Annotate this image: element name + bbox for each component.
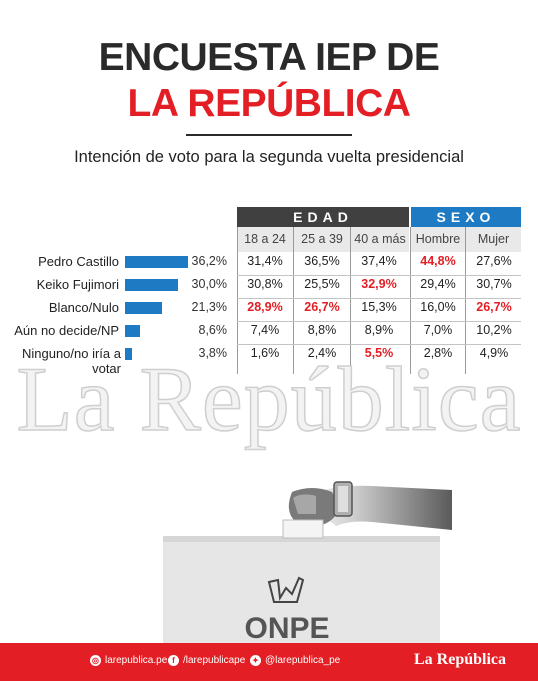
col-header-25-39: 25 a 39	[294, 227, 350, 252]
table-cell: 27,6%	[476, 254, 512, 268]
grid-line	[237, 227, 238, 374]
table-cell: 4,9%	[479, 346, 509, 360]
candidate-label: Aún no decide/NP	[14, 323, 119, 338]
table-cell: 10,2%	[476, 323, 512, 337]
candidate-label: Keiko Fujimori	[36, 277, 119, 292]
footer-bar: ◎ larepublica.pe f /larepublicape ✦ @lar…	[0, 643, 538, 681]
table-cell: 30,8%	[247, 277, 283, 291]
candidate-label: Pedro Castillo	[38, 254, 119, 269]
grid-line	[465, 227, 466, 374]
value-label: 36,2%	[191, 254, 227, 268]
table-cell: 32,9%	[361, 277, 397, 291]
footer-web[interactable]: ◎ larepublica.pe	[90, 655, 167, 666]
bar	[125, 279, 178, 291]
table-cell: 1,6%	[250, 346, 280, 360]
footer-twitter-label: @larepublica_pe	[265, 655, 341, 666]
twitter-icon: ✦	[250, 655, 261, 666]
table-cell: 25,5%	[304, 277, 340, 291]
ballot-box-illustration: ONPE	[163, 481, 452, 645]
table-cell: 30,7%	[476, 277, 512, 291]
onpe-label: ONPE	[244, 612, 329, 645]
title-line1: ENCUESTA IEP DE	[98, 36, 440, 79]
footer-facebook[interactable]: f /larepublicape	[168, 655, 245, 666]
row-separator	[237, 321, 521, 322]
title-divider	[186, 134, 352, 136]
candidate-label: Ninguno/no iría a votar	[21, 346, 121, 376]
table-cell: 8,8%	[307, 323, 337, 337]
col-header-18-24: 18 a 24	[237, 227, 293, 252]
col-header-40-mas: 40 a más	[351, 227, 409, 252]
table-cell: 5,5%	[364, 346, 394, 360]
candidate-label: Blanco/Nulo	[48, 300, 119, 315]
grid-line	[293, 227, 294, 374]
grid-line	[410, 227, 411, 374]
instagram-icon: ◎	[90, 655, 101, 666]
table-cell: 36,5%	[304, 254, 340, 268]
sexo-header: SEXO	[411, 207, 521, 227]
value-label: 30,0%	[191, 277, 227, 291]
row-separator	[237, 275, 521, 276]
value-label: 3,8%	[198, 346, 228, 360]
table-cell: 2,4%	[307, 346, 337, 360]
table-cell: 37,4%	[361, 254, 397, 268]
grid-line	[350, 227, 351, 374]
bar	[125, 325, 141, 337]
table-cell: 26,7%	[304, 300, 340, 314]
footer-twitter[interactable]: ✦ @larepublica_pe	[250, 655, 340, 666]
value-label: 8,6%	[198, 323, 228, 337]
subtitle: Intención de voto para la segunda vuelta…	[74, 148, 464, 166]
footer-web-label: larepublica.pe	[105, 655, 168, 666]
row-separator	[237, 298, 521, 299]
bar	[125, 256, 189, 268]
title-line2: LA REPÚBLICA	[127, 82, 411, 125]
col-header-mujer: Mujer	[466, 227, 521, 252]
table-cell: 29,4%	[420, 277, 456, 291]
edad-header: EDAD	[237, 207, 409, 227]
table-cell: 8,9%	[364, 323, 394, 337]
row-separator	[237, 344, 521, 345]
bar	[125, 348, 132, 360]
table-cell: 31,4%	[247, 254, 283, 268]
facebook-icon: f	[168, 655, 179, 666]
table-cell: 16,0%	[420, 300, 456, 314]
footer-facebook-label: /larepublicape	[183, 655, 246, 666]
table-cell: 7,0%	[423, 323, 453, 337]
table-cell: 7,4%	[250, 323, 280, 337]
footer-logo: La República	[413, 651, 506, 668]
table-cell: 28,9%	[247, 300, 283, 314]
watermark-logo: La República	[16, 347, 522, 451]
table-cell: 44,8%	[420, 254, 456, 268]
bar	[125, 302, 163, 314]
value-label: 21,3%	[191, 300, 227, 314]
table-cell: 2,8%	[423, 346, 453, 360]
table-cell: 26,7%	[476, 300, 512, 314]
col-header-hombre: Hombre	[411, 227, 465, 252]
table-cell: 15,3%	[361, 300, 397, 314]
